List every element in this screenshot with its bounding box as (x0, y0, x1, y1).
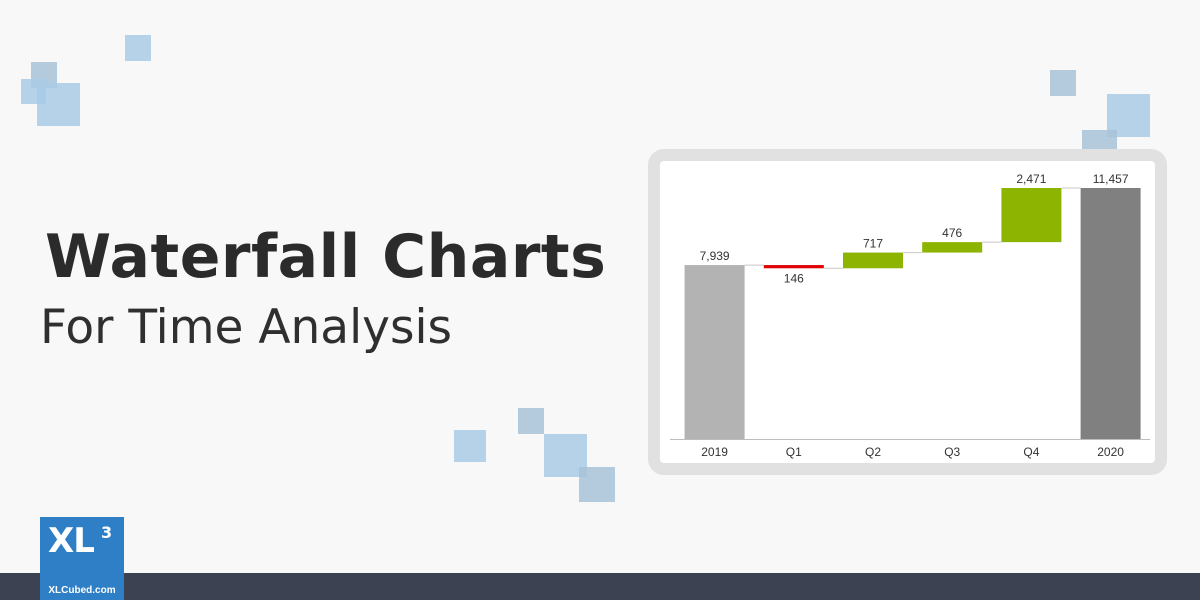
logo-mark: XL (48, 521, 95, 561)
waterfall-bar (1080, 188, 1141, 439)
data-label: 7,939 (700, 249, 730, 263)
footer-bar (0, 573, 1200, 600)
waterfall-bar (922, 242, 983, 253)
x-tick-label: Q4 (1023, 445, 1039, 459)
page-title: Waterfall Charts (45, 222, 607, 292)
waterfall-chart: 7,939 2019 146 Q1 717 Q2 476 Q3 2,471 Q4 11,457 202… (670, 172, 1151, 459)
logo-superscript: 3 (101, 523, 113, 542)
page-subtitle: For Time Analysis (40, 300, 452, 355)
data-label: 717 (863, 237, 883, 251)
x-tick-label: Q1 (786, 445, 802, 459)
decor-square (579, 467, 615, 502)
data-label: 11,457 (1093, 172, 1129, 186)
data-label: 146 (784, 271, 804, 285)
x-tick-label: Q3 (944, 445, 960, 459)
waterfall-bar (843, 252, 903, 269)
logo-url: XLCubed.com (48, 585, 116, 596)
x-tick-label: 2019 (701, 445, 728, 459)
chart-card: 7,939 2019 146 Q1 717 Q2 476 Q3 2,471 Q4 11,457 202… (648, 149, 1167, 475)
decor-square (518, 408, 544, 434)
data-label: 476 (942, 226, 962, 240)
data-label: 2,471 (1016, 172, 1046, 186)
decor-square (1050, 70, 1076, 96)
decor-square (454, 430, 486, 462)
xlcubed-logo[interactable]: XL 3 XLCubed.com (40, 517, 124, 600)
decor-square (1082, 130, 1117, 149)
waterfall-bar (1001, 188, 1062, 243)
waterfall-bar (684, 265, 745, 439)
x-tick-label: 2020 (1097, 445, 1124, 459)
decor-square (37, 83, 80, 126)
waterfall-bar (763, 265, 824, 269)
decor-square (125, 35, 151, 61)
x-tick-label: Q2 (865, 445, 881, 459)
decor-square (1107, 94, 1150, 137)
